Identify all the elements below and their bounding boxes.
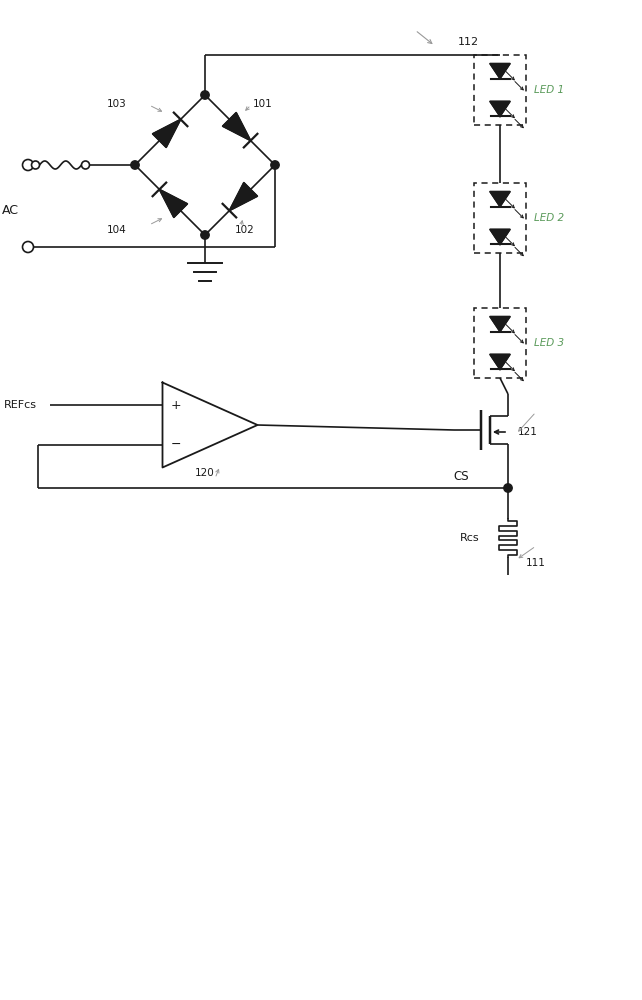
Polygon shape	[153, 119, 180, 147]
Bar	[474, 55, 526, 125]
Circle shape	[131, 161, 139, 169]
Text: Rcs: Rcs	[460, 533, 480, 543]
Text: −: −	[170, 438, 181, 451]
Circle shape	[22, 159, 33, 170]
Polygon shape	[229, 183, 257, 211]
Text: 112: 112	[458, 37, 479, 47]
Polygon shape	[490, 229, 510, 244]
Text: 101: 101	[253, 99, 273, 109]
Polygon shape	[223, 113, 250, 141]
Text: 111: 111	[526, 558, 546, 568]
Text: 102: 102	[235, 225, 255, 235]
Circle shape	[31, 161, 40, 169]
Bar	[474, 183, 526, 253]
Text: LED 3: LED 3	[534, 338, 564, 348]
Text: +: +	[170, 399, 181, 412]
Polygon shape	[159, 189, 187, 217]
Polygon shape	[490, 354, 510, 369]
Text: AC: AC	[2, 205, 19, 218]
Text: CS: CS	[453, 470, 469, 483]
Circle shape	[201, 231, 209, 239]
Circle shape	[82, 161, 89, 169]
Text: LED 1: LED 1	[534, 85, 564, 95]
Text: 103: 103	[107, 99, 126, 109]
Text: 121: 121	[518, 427, 538, 437]
Polygon shape	[490, 64, 510, 79]
Bar	[474, 308, 526, 378]
Circle shape	[271, 161, 279, 169]
Text: REFcs: REFcs	[4, 400, 37, 410]
Circle shape	[201, 91, 209, 99]
Polygon shape	[490, 317, 510, 332]
Text: 120: 120	[195, 468, 215, 478]
Text: 104: 104	[107, 225, 126, 235]
Circle shape	[504, 484, 512, 492]
Text: LED 2: LED 2	[534, 213, 564, 223]
Polygon shape	[490, 101, 510, 116]
Circle shape	[22, 241, 33, 253]
Polygon shape	[490, 192, 510, 207]
